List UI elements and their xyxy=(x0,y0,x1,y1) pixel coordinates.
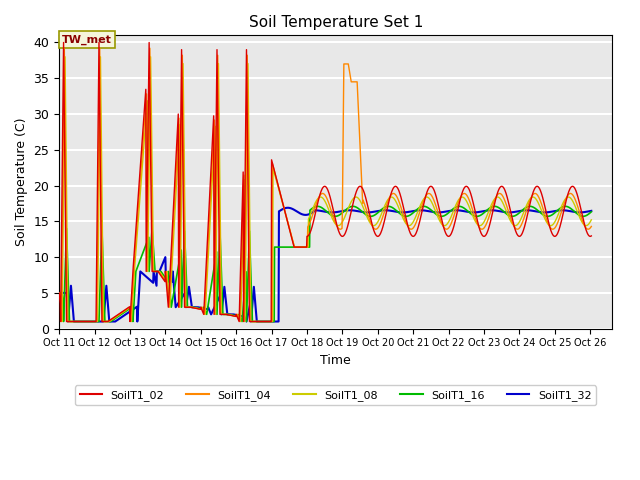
SoilT1_32 xyxy=(159,261,166,266)
SoilT1_04 xyxy=(432,204,440,209)
SoilT1_16 xyxy=(358,208,365,214)
SoilT1_04 xyxy=(575,208,583,214)
SoilT1_16 xyxy=(159,271,166,277)
Title: Soil Temperature Set 1: Soil Temperature Set 1 xyxy=(248,15,423,30)
SoilT1_02 xyxy=(55,290,63,296)
SoilT1_02 xyxy=(432,193,440,199)
SoilT1_02 xyxy=(575,199,583,204)
Text: TW_met: TW_met xyxy=(62,35,112,45)
Line: SoilT1_32: SoilT1_32 xyxy=(59,208,591,322)
Line: SoilT1_08: SoilT1_08 xyxy=(59,57,591,322)
SoilT1_32 xyxy=(575,209,583,215)
SoilT1_16 xyxy=(487,204,495,210)
Line: SoilT1_02: SoilT1_02 xyxy=(59,43,591,322)
SoilT1_02 xyxy=(487,216,495,222)
SoilT1_08 xyxy=(575,213,583,219)
SoilT1_02 xyxy=(358,184,365,190)
SoilT1_08 xyxy=(61,54,69,60)
SoilT1_02 xyxy=(159,276,167,282)
SoilT1_04 xyxy=(570,193,577,199)
SoilT1_32 xyxy=(588,208,595,214)
SoilT1_02 xyxy=(570,184,577,190)
SoilT1_08 xyxy=(588,217,595,223)
SoilT1_08 xyxy=(159,274,167,280)
Legend: SoilT1_02, SoilT1_04, SoilT1_08, SoilT1_16, SoilT1_32: SoilT1_02, SoilT1_04, SoilT1_08, SoilT1_… xyxy=(75,385,596,405)
SoilT1_08 xyxy=(55,290,63,296)
Y-axis label: Soil Temperature (C): Soil Temperature (C) xyxy=(15,118,28,246)
SoilT1_16 xyxy=(60,319,67,324)
SoilT1_08 xyxy=(358,201,365,206)
SoilT1_32 xyxy=(570,209,577,215)
SoilT1_08 xyxy=(432,210,440,216)
SoilT1_16 xyxy=(432,211,440,217)
SoilT1_04 xyxy=(60,45,68,51)
SoilT1_32 xyxy=(284,205,292,211)
SoilT1_04 xyxy=(487,208,495,214)
SoilT1_32 xyxy=(487,207,495,213)
SoilT1_16 xyxy=(314,204,321,209)
SoilT1_16 xyxy=(570,208,577,214)
SoilT1_04 xyxy=(159,275,167,281)
SoilT1_16 xyxy=(575,212,583,218)
SoilT1_32 xyxy=(358,209,365,215)
SoilT1_32 xyxy=(64,319,72,324)
SoilT1_02 xyxy=(60,40,67,46)
SoilT1_04 xyxy=(58,319,65,324)
SoilT1_16 xyxy=(55,290,63,296)
SoilT1_04 xyxy=(358,176,365,182)
SoilT1_02 xyxy=(588,233,595,239)
SoilT1_32 xyxy=(55,290,63,296)
SoilT1_08 xyxy=(487,203,495,208)
X-axis label: Time: Time xyxy=(321,354,351,367)
SoilT1_08 xyxy=(570,200,577,206)
SoilT1_32 xyxy=(432,209,440,215)
SoilT1_02 xyxy=(57,319,65,324)
Line: SoilT1_04: SoilT1_04 xyxy=(59,48,591,322)
SoilT1_16 xyxy=(588,209,595,215)
SoilT1_04 xyxy=(588,224,595,229)
SoilT1_04 xyxy=(55,290,63,296)
Line: SoilT1_16: SoilT1_16 xyxy=(59,206,591,322)
SoilT1_08 xyxy=(58,319,66,324)
